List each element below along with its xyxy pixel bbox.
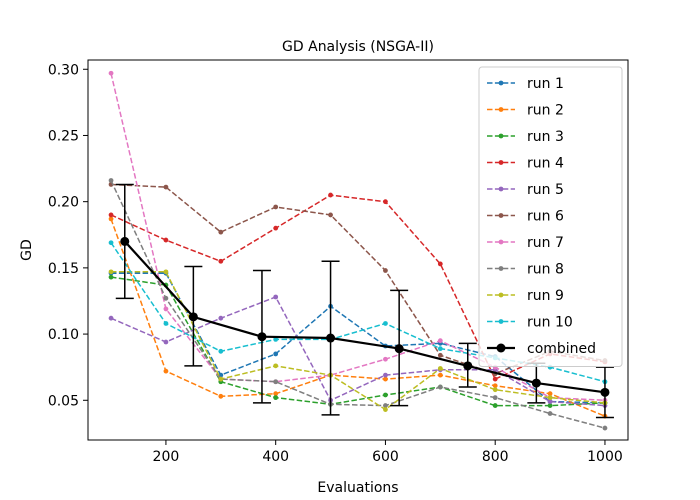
data-point [273, 363, 278, 368]
legend-swatch-marker [499, 160, 504, 165]
legend-label: run 2 [527, 103, 564, 119]
legend-swatch-marker [499, 293, 504, 298]
data-point [438, 353, 443, 358]
data-point [109, 213, 114, 218]
data-point [548, 411, 553, 416]
data-point [383, 407, 388, 412]
y-axis-label: GD [19, 239, 35, 261]
x-tick-label: 600 [372, 449, 399, 465]
data-point [438, 366, 443, 371]
data-point [218, 230, 223, 235]
data-point [164, 185, 169, 190]
legend-label: run 4 [527, 156, 564, 172]
data-point [493, 403, 498, 408]
data-point [109, 240, 114, 245]
combined-point [395, 344, 404, 353]
data-point [109, 269, 114, 274]
data-point [548, 395, 553, 400]
data-point [273, 395, 278, 400]
data-point [109, 275, 114, 280]
legend-swatch-marker [499, 134, 504, 139]
data-point [273, 295, 278, 300]
combined-point [463, 361, 472, 370]
legend: run 1 run 2 run 3 run 4 run 5 run 6 run 7 run 8… [479, 67, 622, 367]
data-point [273, 205, 278, 210]
data-point [383, 268, 388, 273]
data-point [109, 71, 114, 76]
combined-point [600, 388, 609, 397]
x-tick-label: 400 [262, 449, 289, 465]
data-point [493, 377, 498, 382]
data-point [164, 321, 169, 326]
legend-label: run 7 [527, 235, 564, 251]
data-point [493, 395, 498, 400]
data-point [383, 373, 388, 378]
data-point [328, 193, 333, 198]
legend-label: run 1 [527, 76, 564, 92]
legend-swatch-marker [499, 81, 504, 86]
y-tick-label: 0.10 [48, 327, 79, 343]
combined-point [326, 334, 335, 343]
legend-swatch-marker [497, 344, 506, 353]
legend-label: run 5 [527, 182, 564, 198]
legend-label: run 6 [527, 209, 564, 225]
data-point [218, 349, 223, 354]
data-point [218, 394, 223, 399]
data-point [164, 307, 169, 312]
legend-label: combined [527, 341, 596, 357]
legend-swatch-marker [499, 240, 504, 245]
y-tick-label: 0.30 [48, 62, 79, 78]
y-tick-label: 0.25 [48, 128, 79, 144]
legend-swatch-marker [499, 187, 504, 192]
data-point [438, 346, 443, 351]
data-point [273, 379, 278, 384]
data-point [438, 262, 443, 267]
data-point [493, 387, 498, 392]
data-point [218, 377, 223, 382]
data-point [218, 316, 223, 321]
legend-label: run 9 [527, 288, 564, 304]
data-point [383, 199, 388, 204]
combined-point [257, 332, 266, 341]
legend-label: run 10 [527, 315, 573, 331]
data-point [164, 296, 169, 301]
combined-point [189, 312, 198, 321]
data-point [218, 259, 223, 264]
data-point [438, 385, 443, 390]
data-point [383, 321, 388, 326]
legend-swatch-marker [499, 213, 504, 218]
y-tick-label: 0.05 [48, 393, 79, 409]
legend-swatch-marker [499, 319, 504, 324]
chart-title: GD Analysis (NSGA-II) [282, 39, 434, 55]
data-point [164, 238, 169, 243]
data-point [273, 226, 278, 231]
data-point [164, 269, 169, 274]
legend-swatch-marker [499, 107, 504, 112]
data-point [383, 393, 388, 398]
data-point [438, 373, 443, 378]
y-tick-label: 0.15 [48, 261, 79, 277]
legend-swatch-marker [499, 266, 504, 271]
data-point [164, 369, 169, 374]
legend-label: run 8 [527, 262, 564, 278]
data-point [164, 340, 169, 345]
data-point [438, 338, 443, 343]
x-axis-label: Evaluations [317, 480, 398, 496]
data-point [603, 426, 608, 431]
x-tick-label: 200 [153, 449, 180, 465]
y-tick-label: 0.20 [48, 195, 79, 211]
legend-label: run 3 [527, 129, 564, 145]
x-tick-label: 1000 [587, 449, 623, 465]
data-point [273, 352, 278, 357]
combined-point [532, 379, 541, 388]
x-tick-label: 800 [482, 449, 509, 465]
data-point [109, 178, 114, 183]
data-point [109, 316, 114, 321]
data-point [328, 213, 333, 218]
combined-point [120, 237, 129, 246]
data-point [383, 357, 388, 362]
